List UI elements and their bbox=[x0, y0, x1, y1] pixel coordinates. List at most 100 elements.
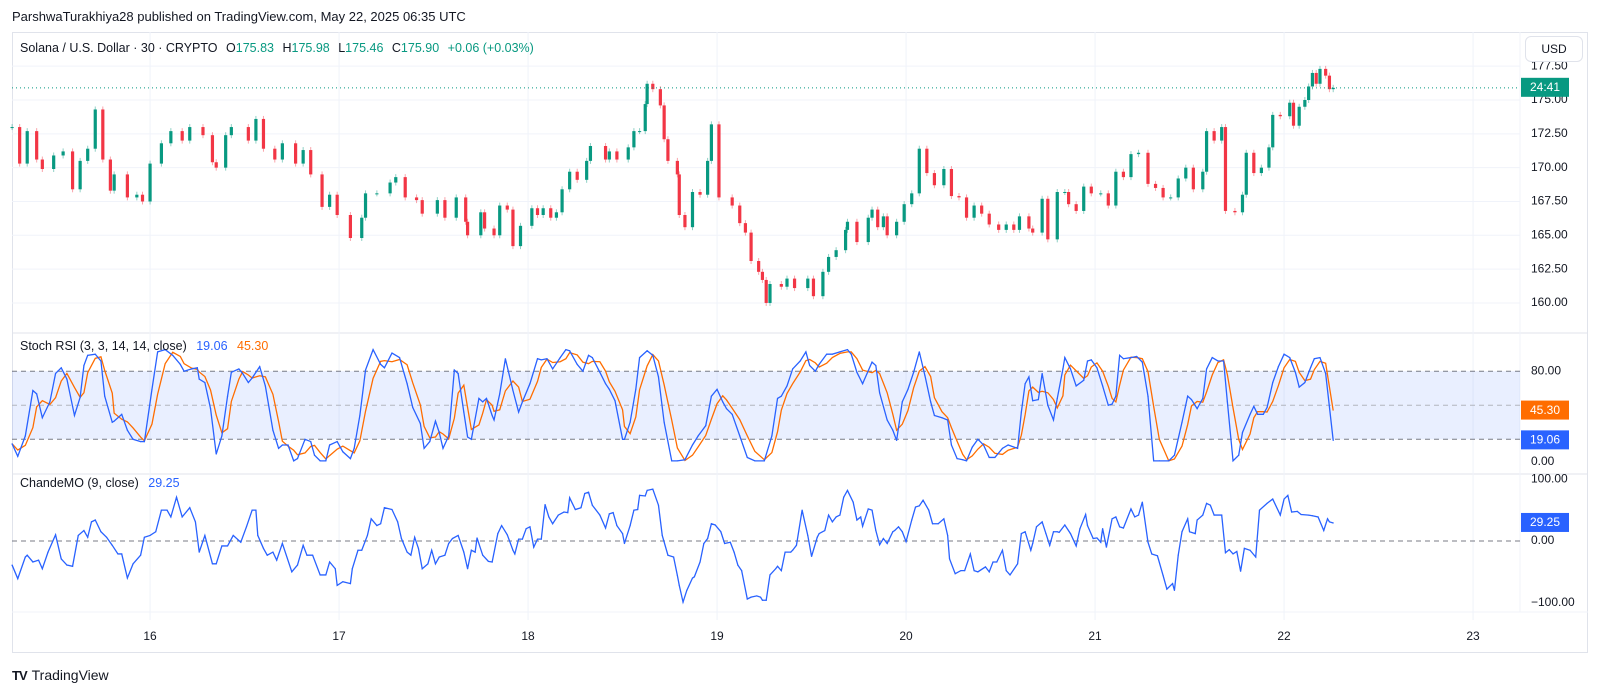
chande-point bbox=[969, 553, 971, 555]
candle bbox=[826, 256, 831, 272]
stoch-k-point bbox=[831, 353, 833, 355]
chande-point bbox=[1272, 498, 1274, 500]
stoch-k-point bbox=[11, 443, 13, 445]
stoch-k-point bbox=[1173, 454, 1176, 456]
stoch-k-point bbox=[1332, 439, 1334, 441]
chande-point bbox=[871, 509, 873, 511]
stoch-k-point bbox=[1241, 431, 1244, 434]
chande-point bbox=[1041, 521, 1043, 523]
candle bbox=[757, 261, 761, 272]
candle bbox=[420, 200, 424, 214]
candle bbox=[779, 284, 783, 287]
stoch-k-point bbox=[663, 421, 665, 423]
stoch-k-point bbox=[886, 419, 888, 421]
open-label: O bbox=[226, 41, 236, 55]
stoch-k-point bbox=[1024, 383, 1026, 385]
time-tick-label: 20 bbox=[899, 629, 913, 643]
stoch-k-point bbox=[947, 419, 949, 421]
chande-point bbox=[319, 574, 321, 576]
chande-point bbox=[637, 508, 639, 511]
chande-point bbox=[882, 537, 884, 540]
candle bbox=[806, 278, 810, 289]
candle bbox=[301, 150, 305, 164]
tradingview-logo[interactable]: TV TradingView bbox=[12, 667, 109, 683]
stoch-k-point bbox=[209, 408, 212, 410]
chande-point bbox=[87, 536, 89, 538]
stoch-k-point bbox=[871, 361, 873, 363]
currency-button[interactable]: USD bbox=[1525, 36, 1583, 62]
chande-point bbox=[861, 525, 864, 527]
candle bbox=[1106, 193, 1110, 206]
candle bbox=[1114, 171, 1118, 206]
symbol-title[interactable]: Solana / U.S. Dollar · 30 · CRYPTO bbox=[20, 41, 218, 55]
stoch-k-point bbox=[434, 420, 437, 422]
chande-point bbox=[1147, 541, 1149, 543]
chande-point bbox=[47, 551, 49, 553]
stoch-legend: Stoch RSI (3, 3, 14, 14, close) 19.06 45… bbox=[20, 339, 274, 353]
candle bbox=[942, 169, 946, 186]
chande-title[interactable]: ChandeMO (9, close) bbox=[20, 476, 139, 490]
chande-point bbox=[1049, 544, 1051, 546]
candle bbox=[443, 200, 447, 218]
stoch-k-point bbox=[671, 460, 673, 462]
chande-point bbox=[886, 542, 888, 545]
stoch-k-point bbox=[754, 460, 756, 462]
stoch-k-point bbox=[1238, 454, 1240, 456]
chande-point bbox=[312, 554, 314, 556]
candle bbox=[1099, 193, 1103, 195]
candle bbox=[261, 118, 266, 149]
stoch-k-point bbox=[17, 455, 19, 457]
stoch-k-point bbox=[901, 401, 903, 403]
close-label: C bbox=[391, 41, 401, 55]
chande-point bbox=[257, 534, 259, 537]
stoch-k-point bbox=[1052, 419, 1055, 421]
chande-point bbox=[943, 518, 945, 520]
stoch-title[interactable]: Stoch RSI (3, 3, 14, 14, close) bbox=[20, 339, 187, 353]
chande-point bbox=[1173, 589, 1176, 591]
chande-point bbox=[1266, 502, 1268, 504]
chande-point bbox=[349, 582, 352, 585]
chande-point bbox=[672, 556, 675, 558]
stoch-k-tag bbox=[1521, 430, 1569, 450]
candle bbox=[1031, 228, 1035, 233]
chande-point bbox=[1291, 511, 1293, 513]
stoch-k-point bbox=[552, 368, 554, 370]
chande-point bbox=[421, 568, 423, 570]
chande-point bbox=[616, 524, 618, 527]
stoch-k-point bbox=[325, 460, 327, 462]
stoch-k-point bbox=[722, 401, 724, 403]
chande-point bbox=[334, 568, 336, 570]
stoch-k-point bbox=[329, 444, 331, 446]
candle bbox=[1259, 167, 1263, 174]
chande-point bbox=[710, 523, 712, 525]
chande-point bbox=[1311, 515, 1314, 517]
stoch-k-point bbox=[24, 435, 26, 437]
stoch-k-point bbox=[113, 420, 115, 422]
chande-point bbox=[1209, 504, 1211, 506]
stoch-d-tag-text: 45.30 bbox=[1530, 403, 1560, 417]
chande-point bbox=[525, 528, 527, 530]
stoch-k-point bbox=[814, 370, 816, 372]
chande-point bbox=[26, 554, 28, 556]
chande-point bbox=[361, 549, 363, 551]
chande-point bbox=[336, 584, 338, 587]
stoch-k-point bbox=[482, 401, 484, 403]
chande-point bbox=[756, 595, 758, 597]
candle bbox=[309, 150, 313, 175]
chande-point bbox=[512, 549, 514, 551]
stoch-k-point bbox=[776, 397, 779, 400]
chande-point bbox=[463, 551, 465, 553]
stoch-k-point bbox=[540, 359, 542, 361]
chande-point bbox=[1296, 510, 1298, 512]
stoch-k-point bbox=[1047, 404, 1049, 406]
candle bbox=[1303, 100, 1307, 107]
candle bbox=[254, 118, 258, 141]
chande-point bbox=[514, 553, 516, 555]
candle bbox=[949, 169, 954, 197]
chande-point bbox=[1020, 532, 1022, 535]
stoch-k-point bbox=[1130, 356, 1132, 359]
chande-point bbox=[90, 521, 93, 523]
stoch-k-point bbox=[716, 388, 718, 390]
chande-point bbox=[1283, 498, 1285, 500]
